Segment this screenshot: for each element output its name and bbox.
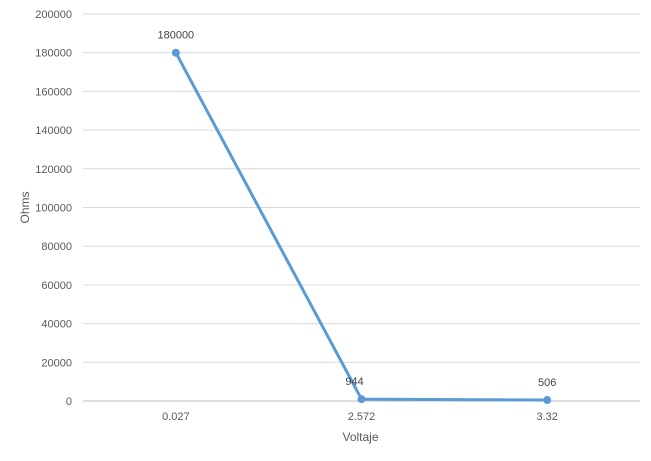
y-tick-label: 180000 [35,48,72,60]
y-tick-label: 200000 [35,9,72,21]
y-tick-label: 160000 [35,86,72,98]
x-tick-label: 2.572 [348,411,376,423]
y-tick-label: 60000 [41,280,72,292]
x-tick-label: 3.32 [536,411,557,423]
data-label: 944 [345,376,363,388]
y-tick-label: 0 [66,396,72,408]
y-tick-label: 120000 [35,164,72,176]
x-axis-title: Voltaje [342,430,378,444]
y-tick-label: 40000 [41,319,72,331]
x-tick-label: 0.027 [162,411,190,423]
data-labels: 180000 944 506 [157,30,556,389]
data-label: 180000 [157,30,194,42]
gridlines [83,13,640,402]
data-label: 506 [538,377,556,389]
y-axis-title: Ohms [18,191,32,223]
y-tick-label: 100000 [35,203,72,215]
data-point [543,396,552,405]
y-tick-label: 80000 [41,241,72,253]
y-tick-label: 20000 [41,357,72,369]
series-line [174,51,549,402]
data-point [357,395,366,404]
data-point [171,48,180,57]
x-axis-tick-labels: 0.027 2.572 3.32 [162,411,558,423]
y-axis-tick-labels: 0 20000 40000 60000 80000 100000 120000 140000 1… [35,9,72,408]
y-tick-label: 140000 [35,125,72,137]
series-ohms [171,48,552,405]
